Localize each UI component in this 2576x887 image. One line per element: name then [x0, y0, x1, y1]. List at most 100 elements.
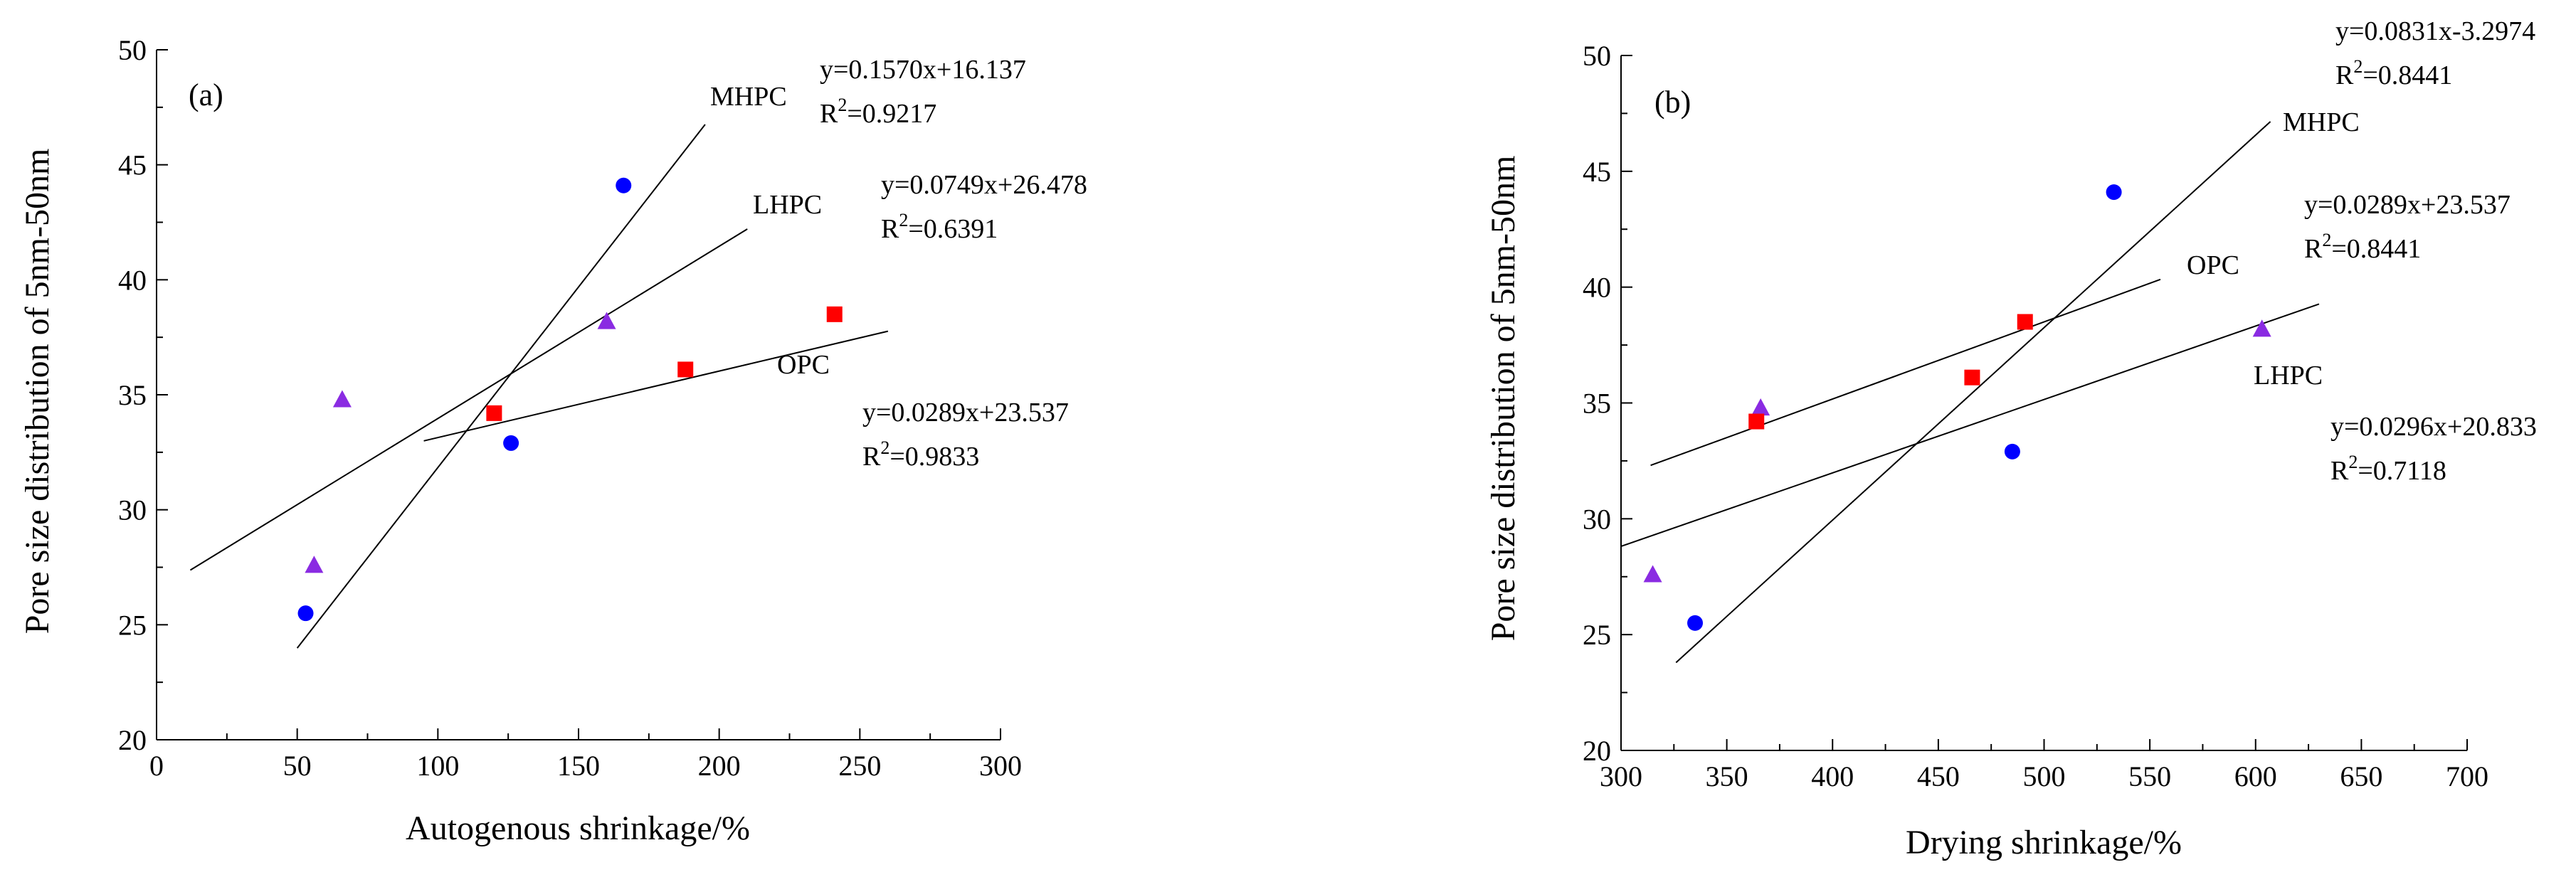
fit-line-opc	[423, 330, 889, 442]
x-tick-label: 300	[1600, 760, 1642, 792]
r2-value-opc-b: =0.8441	[2331, 234, 2421, 264]
y-axis-label-b: Pore size distribution of 5nm-50nm	[1484, 156, 1522, 642]
r2-mhpc-a: R2=0.9217	[820, 95, 936, 129]
data-point-opc	[677, 361, 694, 378]
x-tick-label: 250	[838, 750, 881, 782]
equation-lhpc-a: y=0.0749x+26.478	[881, 170, 1087, 200]
data-point-opc	[2017, 314, 2033, 330]
data-point-mhpc	[616, 177, 632, 193]
series-label-opc-a: OPC	[777, 350, 830, 380]
equation-mhpc-a: y=0.1570x+16.137	[820, 55, 1026, 85]
x-tick-label: 450	[1917, 760, 1960, 792]
x-tick-label: 300	[979, 750, 1022, 782]
y-tick-label: 30	[1583, 503, 1611, 535]
series-label-opc-b: OPC	[2187, 250, 2239, 280]
x-tick-label: 700	[2446, 760, 2488, 792]
data-point-opc	[486, 405, 502, 421]
chart-panel-b: 20 25 30 35 40 45 50 300 350 400 450 500 550 600 650 70…	[1484, 16, 2537, 861]
r2-symbol-lhpc-a: R	[881, 214, 899, 244]
data-point-mhpc	[2004, 443, 2020, 460]
fit-line-lhpc	[189, 228, 748, 571]
y-tick-label: 45	[118, 149, 147, 181]
fit-line-mhpc	[1675, 121, 2271, 664]
panel-label-b: (b)	[1654, 85, 1691, 119]
r2-symbol-mhpc-a: R	[820, 99, 838, 129]
axes-a: 20 25 30 35 40 45 50 0 50 100 150 200 250 300	[118, 34, 1022, 782]
y-tick-label: 20	[1583, 735, 1611, 767]
y-tick-label: 45	[1583, 156, 1611, 188]
chart-panel-a: 20 25 30 35 40 45 50 0 50 100 150 200 250 300 (a) Aut…	[19, 34, 1087, 847]
x-tick-label: 50	[283, 750, 312, 782]
fit-line-lhpc	[1620, 303, 2320, 548]
data-point-lhpc	[1751, 398, 1770, 416]
r2-symbol-opc-a: R	[862, 442, 881, 472]
x-tick-label: 500	[2023, 760, 2066, 792]
x-tick-label: 350	[1706, 760, 1748, 792]
data-points-b	[1643, 184, 2271, 631]
r2-lhpc-b: R2=0.7118	[2330, 452, 2446, 486]
x-tick-label: 100	[416, 750, 459, 782]
r2-value-mhpc-a: =0.9217	[847, 99, 936, 129]
y-tick-label: 20	[118, 724, 147, 756]
data-point-lhpc	[305, 556, 324, 573]
y-tick-label: 25	[1583, 619, 1611, 651]
r2-symbol-opc-b: R	[2304, 234, 2323, 264]
panel-label-a: (a)	[189, 78, 223, 112]
r2-sup-opc-b: 2	[2322, 230, 2331, 250]
equation-lhpc-b: y=0.0296x+20.833	[2330, 412, 2537, 442]
series-label-lhpc-a: LHPC	[753, 190, 822, 220]
data-point-opc	[826, 306, 843, 322]
x-tick-label: 550	[2128, 760, 2171, 792]
x-tick-label: 150	[557, 750, 600, 782]
x-axis-label-a: Autogenous shrinkage/%	[406, 809, 750, 847]
r2-sup-lhpc-a: 2	[899, 210, 908, 230]
data-point-lhpc	[597, 312, 616, 329]
y-tick-label: 50	[1583, 40, 1611, 72]
r2-mhpc-b: R2=0.8441	[2335, 56, 2452, 90]
data-point-lhpc	[2252, 319, 2271, 337]
r2-lhpc-a: R2=0.6391	[881, 210, 998, 244]
x-axis-label-b: Drying shrinkage/%	[1906, 824, 2182, 861]
fit-line-mhpc	[296, 124, 706, 649]
x-tick-label: 400	[1811, 760, 1854, 792]
series-label-mhpc-a: MHPC	[710, 82, 787, 112]
equation-opc-a: y=0.0289x+23.537	[862, 398, 1069, 427]
r2-symbol-lhpc-b: R	[2330, 456, 2349, 486]
r2-sup-opc-a: 2	[880, 437, 890, 458]
data-point-lhpc	[1643, 565, 1662, 583]
r2-value-opc-a: =0.9833	[890, 442, 979, 472]
r2-sup-mhpc-a: 2	[838, 95, 847, 115]
equation-mhpc-b: y=0.0831x-3.2974	[2335, 16, 2535, 46]
fit-lines-b	[1620, 121, 2320, 664]
y-tick-label: 25	[118, 609, 147, 641]
r2-value-mhpc-b: =0.8441	[2363, 60, 2452, 90]
y-tick-label: 40	[1583, 272, 1611, 304]
axes-b: 20 25 30 35 40 45 50 300 350 400 450 500 550 600 650 70…	[1583, 40, 2488, 792]
data-point-mhpc	[503, 435, 519, 451]
x-tick-label: 650	[2340, 760, 2382, 792]
r2-value-lhpc-a: =0.6391	[908, 214, 998, 244]
r2-symbol-mhpc-b: R	[2335, 60, 2354, 90]
data-point-opc	[1748, 413, 1765, 430]
series-label-lhpc-b: LHPC	[2254, 361, 2323, 391]
r2-opc-b: R2=0.8441	[2304, 230, 2421, 264]
r2-opc-a: R2=0.9833	[862, 437, 979, 472]
y-tick-label: 30	[118, 494, 147, 526]
y-tick-label: 50	[118, 34, 147, 66]
r2-sup-lhpc-b: 2	[2348, 452, 2358, 472]
equation-opc-b: y=0.0289x+23.537	[2304, 190, 2511, 220]
x-tick-label: 600	[2234, 760, 2277, 792]
data-point-mhpc	[1687, 615, 1704, 631]
y-tick-label: 40	[118, 264, 147, 296]
data-points-a	[297, 177, 843, 622]
series-label-mhpc-b: MHPC	[2283, 107, 2360, 137]
r2-value-lhpc-b: =0.7118	[2358, 456, 2446, 486]
x-tick-label: 0	[149, 750, 164, 782]
data-point-mhpc	[297, 605, 314, 622]
fit-lines-a	[189, 124, 889, 649]
y-axis-label-a: Pore size distribution of 5nm-50nm	[19, 149, 56, 634]
x-tick-label: 200	[698, 750, 741, 782]
y-tick-label: 35	[1583, 388, 1611, 420]
fit-line-opc	[1650, 278, 2161, 467]
